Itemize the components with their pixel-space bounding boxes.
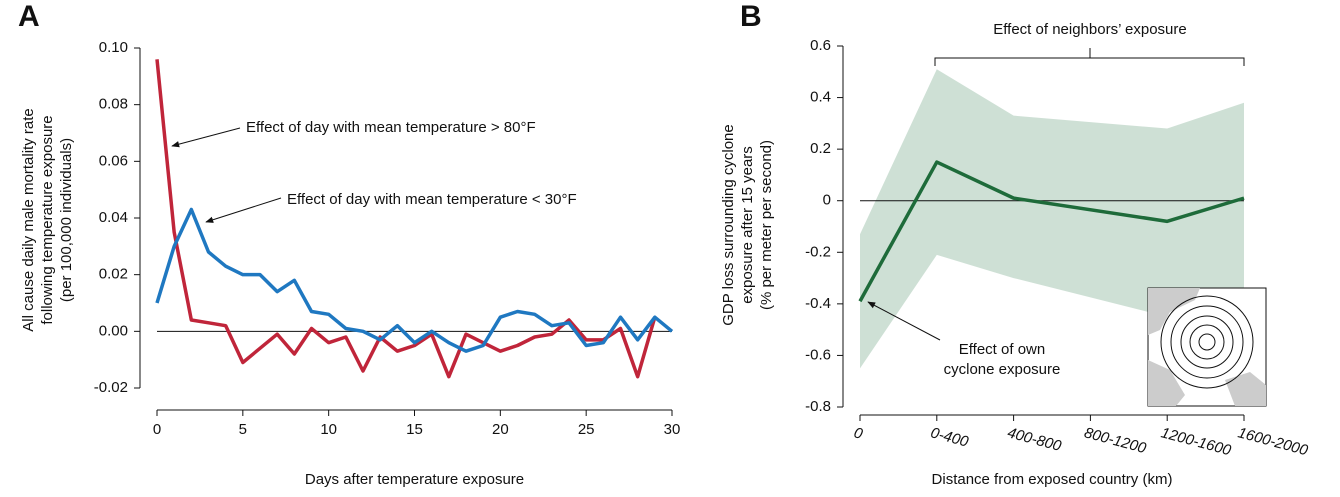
y-tick-label: -0.02 xyxy=(94,379,128,396)
y-tick-label: -0.6 xyxy=(805,346,831,363)
y-tick-label: 0.06 xyxy=(99,152,128,169)
x-tick-label: 400-800 xyxy=(1006,424,1064,455)
x-tick-label: 0-400 xyxy=(929,424,971,451)
y-tick-label: 0 xyxy=(823,192,831,209)
annotation: cyclone exposure xyxy=(944,361,1061,378)
x-tick-label: 0 xyxy=(852,424,865,443)
x-tick-label: 20 xyxy=(492,421,509,438)
x-tick-label: 15 xyxy=(406,421,423,438)
arrow xyxy=(867,301,941,341)
y-tick-label: 0.02 xyxy=(99,266,128,283)
x-axis-label: Distance from exposed country (km) xyxy=(932,471,1173,488)
x-tick-label: 10 xyxy=(320,421,337,438)
x-axis-label: Days after temperature exposure xyxy=(305,471,524,488)
panel-label: A xyxy=(18,0,40,33)
y-tick-label: 0.08 xyxy=(99,96,128,113)
arrow xyxy=(205,197,282,223)
y-axis-label: All cause daily male mortality rate xyxy=(20,108,37,331)
annotation: Effect of own xyxy=(959,341,1045,358)
series-line xyxy=(858,160,1245,303)
x-tick-label: 1200-1600 xyxy=(1159,424,1233,459)
panel-label: B xyxy=(740,0,762,33)
x-tick-label: 30 xyxy=(664,421,681,438)
y-axis-label: (% per meter per second) xyxy=(758,140,775,310)
y-tick-label: 0.00 xyxy=(99,322,128,339)
y-tick-label: -0.4 xyxy=(805,295,831,312)
x-tick-label: 1600-2000 xyxy=(1236,424,1310,459)
y-axis-label: following temperature exposure xyxy=(39,115,56,324)
y-axis-label: exposure after 15 years xyxy=(739,146,756,304)
y-axis-label: GDP loss surrounding cyclone xyxy=(720,124,737,326)
y-axis-label: (per 100,000 individuals) xyxy=(58,138,75,302)
y-tick-label: 0.10 xyxy=(99,39,128,56)
y-tick-label: 0.2 xyxy=(810,140,831,157)
series-line xyxy=(155,59,657,379)
y-tick-label: 0.04 xyxy=(99,209,128,226)
annotation: Effect of day with mean temperature < 30… xyxy=(287,191,577,208)
bracket xyxy=(934,48,1245,66)
annotation: Effect of day with mean temperature > 80… xyxy=(246,119,536,136)
x-tick-label: 800-1200 xyxy=(1082,424,1148,457)
x-tick-label: 25 xyxy=(578,421,595,438)
y-tick-label: -0.2 xyxy=(805,243,831,260)
arrow xyxy=(171,127,241,148)
y-tick-label: -0.8 xyxy=(805,398,831,415)
x-tick-label: 0 xyxy=(153,421,161,438)
y-tick-label: 0.4 xyxy=(810,89,831,106)
series-line xyxy=(155,207,674,353)
y-tick-label: 0.6 xyxy=(810,37,831,54)
annotation: Effect of neighbors’ exposure xyxy=(993,21,1186,38)
x-tick-label: 5 xyxy=(239,421,247,438)
inset-map xyxy=(1147,287,1267,407)
